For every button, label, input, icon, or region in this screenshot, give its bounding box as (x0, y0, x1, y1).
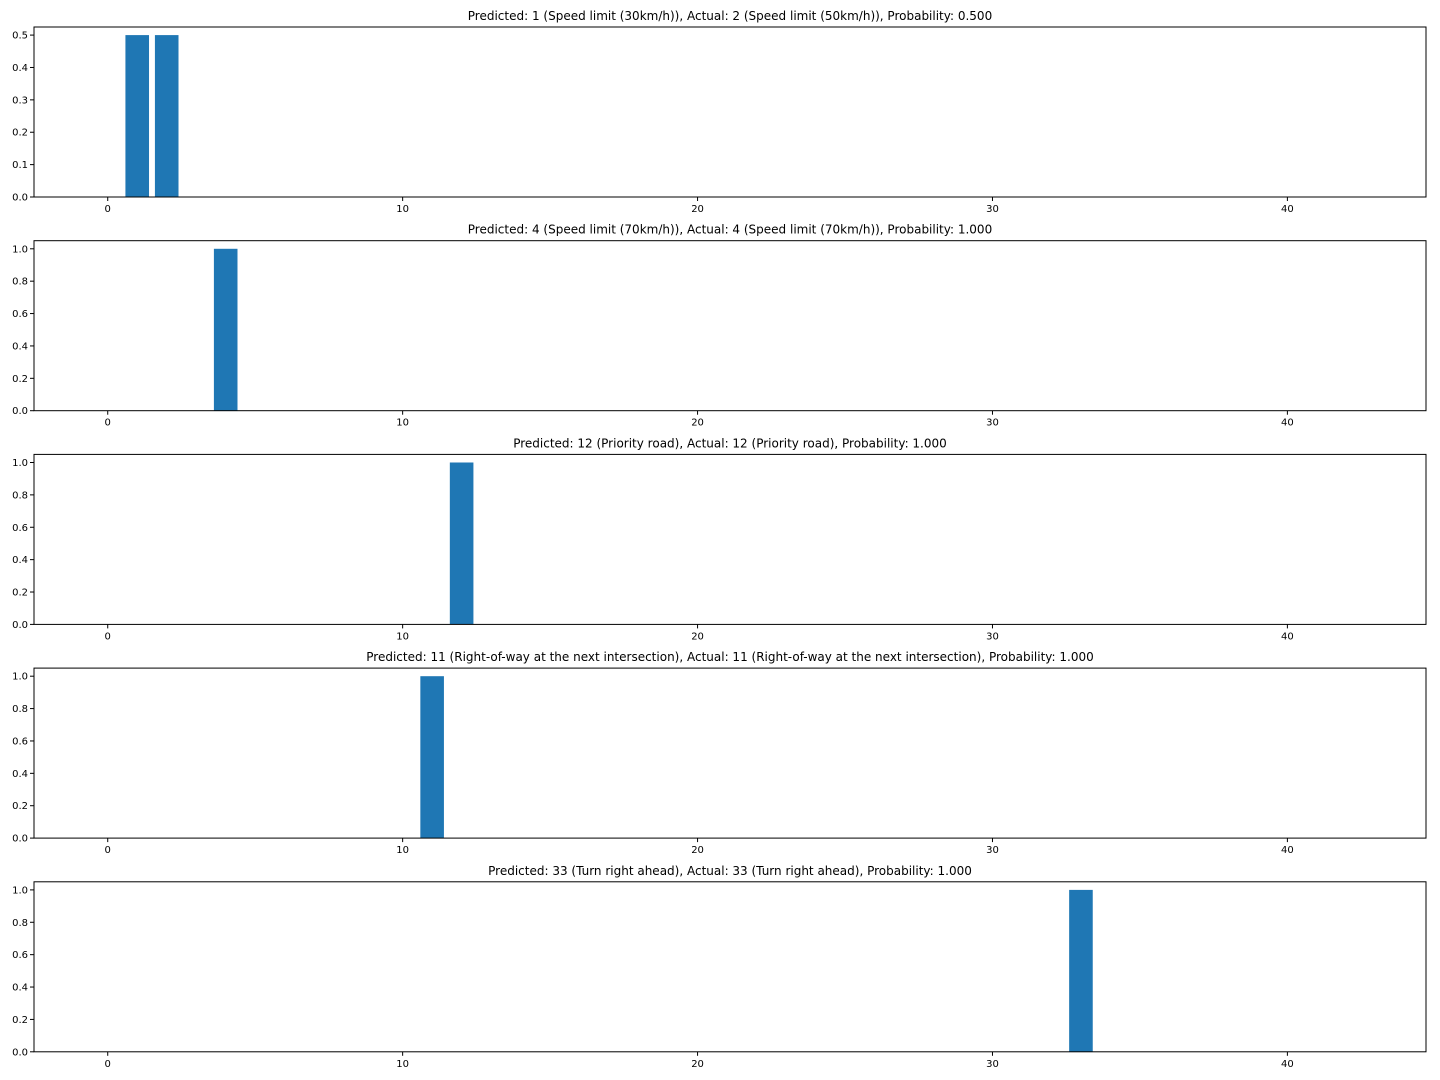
bar-11 (420, 676, 444, 839)
x-tick-label: 30 (986, 1059, 999, 1070)
y-tick-label: 0.2 (12, 801, 28, 812)
y-tick-label: 0.1 (12, 160, 28, 171)
y-tick-label: 1.0 (12, 672, 28, 683)
x-tick-label: 0 (105, 1059, 111, 1070)
y-tick-label: 0.4 (12, 769, 28, 780)
plot-frame (33, 881, 1427, 1053)
x-tick-label: 40 (1281, 845, 1294, 856)
y-tick-label: 0.2 (12, 128, 28, 139)
x-tick-label: 30 (986, 845, 999, 856)
x-tick-label: 40 (1281, 204, 1294, 215)
x-tick-label: 10 (396, 1059, 409, 1070)
y-tick-label: 0.0 (12, 406, 28, 417)
y-tick-label: 0.4 (12, 983, 28, 994)
x-tick-label: 0 (105, 631, 111, 642)
y-tick-label: 0.6 (12, 736, 28, 747)
subplot-title: Predicted: 4 (Speed limit (70km/h)), Act… (468, 223, 992, 237)
x-tick-label: 30 (986, 204, 999, 215)
subplot-1: Predicted: 1 (Speed limit (30km/h)), Act… (12, 9, 1427, 215)
y-tick-label: 0.8 (12, 277, 28, 288)
x-tick-label: 30 (986, 418, 999, 429)
x-tick-label: 20 (691, 418, 704, 429)
bar-33 (1069, 889, 1093, 1052)
bar-12 (449, 462, 474, 625)
subplot-5: Predicted: 33 (Turn right ahead), Actual… (12, 864, 1427, 1070)
plot-frame (33, 453, 1427, 625)
plot-frame (33, 26, 1427, 198)
x-tick-label: 10 (396, 631, 409, 642)
y-tick-label: 1.0 (12, 885, 28, 896)
plot-frame (33, 667, 1427, 839)
bar-4 (213, 248, 238, 411)
x-tick-label: 20 (691, 204, 704, 215)
y-tick-label: 0.2 (12, 588, 28, 599)
y-tick-label: 0.8 (12, 490, 28, 501)
x-tick-label: 10 (396, 418, 409, 429)
y-tick-label: 0.0 (12, 620, 28, 631)
x-tick-label: 40 (1281, 418, 1294, 429)
y-tick-label: 1.0 (12, 458, 28, 469)
x-tick-label: 40 (1281, 1059, 1294, 1070)
subplot-title: Predicted: 1 (Speed limit (30km/h)), Act… (468, 9, 992, 23)
y-tick-label: 0.4 (12, 555, 28, 566)
y-tick-label: 0.0 (12, 193, 28, 204)
subplot-title: Predicted: 33 (Turn right ahead), Actual… (488, 864, 972, 878)
y-tick-label: 0.2 (12, 374, 28, 385)
x-tick-label: 40 (1281, 631, 1294, 642)
y-tick-label: 0.3 (12, 95, 28, 106)
x-tick-label: 20 (691, 845, 704, 856)
x-tick-label: 20 (691, 631, 704, 642)
y-tick-label: 0.0 (12, 834, 28, 845)
subplot-4: Predicted: 11 (Right-of-way at the next … (12, 650, 1427, 856)
y-tick-label: 1.0 (12, 244, 28, 255)
y-tick-label: 0.0 (12, 1047, 28, 1058)
y-tick-label: 0.2 (12, 1015, 28, 1026)
x-tick-label: 0 (105, 845, 111, 856)
x-tick-label: 0 (105, 204, 111, 215)
x-tick-label: 10 (396, 845, 409, 856)
plot-frame (33, 240, 1427, 412)
x-tick-label: 20 (691, 1059, 704, 1070)
y-tick-label: 0.4 (12, 341, 28, 352)
x-tick-label: 0 (105, 418, 111, 429)
x-tick-label: 10 (396, 204, 409, 215)
y-tick-label: 0.8 (12, 704, 28, 715)
y-tick-label: 0.6 (12, 523, 28, 534)
subplot-3: Predicted: 12 (Priority road), Actual: 1… (12, 436, 1427, 642)
y-tick-label: 0.4 (12, 63, 28, 74)
y-tick-label: 0.6 (12, 309, 28, 320)
bar-1 (125, 35, 150, 197)
y-tick-label: 0.8 (12, 918, 28, 929)
subplot-title: Predicted: 11 (Right-of-way at the next … (366, 650, 1093, 664)
bar-2 (154, 35, 179, 197)
subplot-title: Predicted: 12 (Priority road), Actual: 1… (513, 436, 947, 450)
subplot-2: Predicted: 4 (Speed limit (70km/h)), Act… (12, 223, 1427, 429)
y-tick-label: 0.6 (12, 950, 28, 961)
x-tick-label: 30 (986, 631, 999, 642)
y-tick-label: 0.5 (12, 31, 28, 42)
